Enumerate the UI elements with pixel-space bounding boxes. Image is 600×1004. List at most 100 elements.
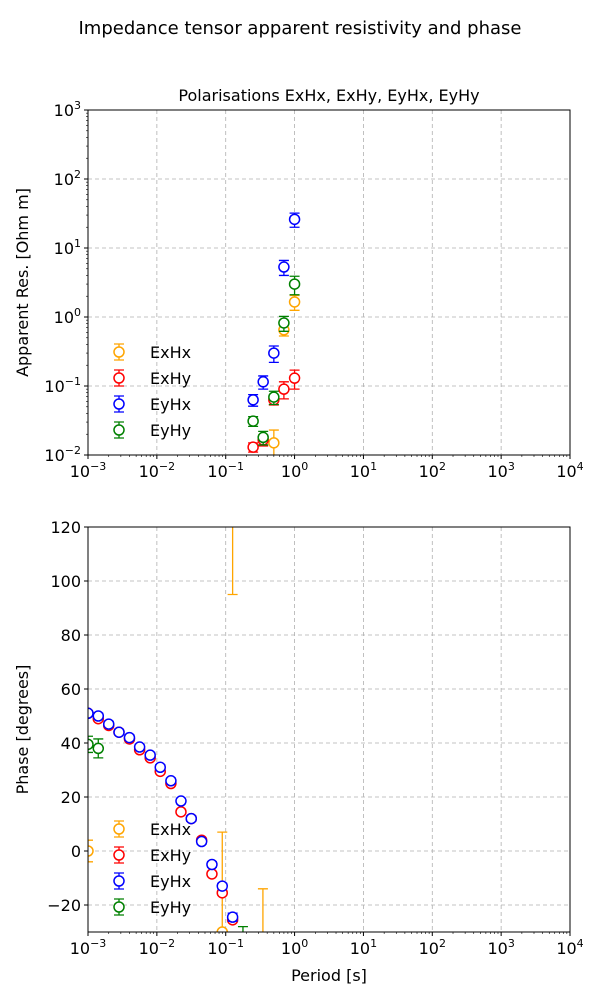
error-bar [237, 925, 248, 932]
marker [144, 749, 156, 761]
data-layer [247, 212, 301, 455]
marker [123, 731, 136, 744]
marker [278, 383, 290, 395]
x-tick-label: 10−3 [70, 460, 107, 481]
y-tick-label: 10−2 [44, 444, 81, 465]
axes-frame [87, 109, 571, 456]
marker [258, 968, 268, 978]
error-bar [227, 527, 238, 596]
y-tick-label: 120 [50, 518, 81, 537]
marker [195, 835, 208, 848]
marker [247, 394, 259, 406]
y-tick-label: 100 [54, 306, 81, 327]
x-tick-label: 102 [419, 460, 446, 481]
y-tick-label: 103 [54, 99, 81, 120]
marker [92, 710, 105, 722]
x-tick-label: 10−1 [207, 460, 244, 481]
y-tick-label: 10−1 [44, 375, 81, 396]
x-tick-label: 10−3 [70, 937, 107, 958]
x-tick-label: 103 [487, 460, 514, 481]
x-axis-label: Period [s] [291, 966, 367, 985]
y-axis-label: Apparent Res. [Ohm m] [13, 188, 32, 377]
x-tick-label: 103 [487, 937, 514, 958]
legend-label: EyHy [150, 421, 191, 440]
plot-area [88, 110, 570, 455]
marker [257, 431, 269, 444]
x-tick-label: 101 [350, 937, 377, 958]
marker [288, 296, 301, 308]
marker [268, 391, 280, 403]
x-tick-label: 104 [556, 460, 583, 481]
marker [206, 858, 218, 871]
legend-label: ExHy [150, 846, 191, 865]
legend-marker [113, 875, 125, 887]
figure-title: Impedance tensor apparent resistivity an… [78, 18, 521, 39]
y-tick-label: 20 [61, 788, 81, 807]
error-bar [257, 888, 268, 932]
marker [165, 775, 177, 787]
legend-marker [113, 901, 125, 913]
legend-marker [113, 398, 125, 410]
x-tick-label: 102 [419, 937, 446, 958]
y-tick-label: −20 [47, 896, 81, 915]
legend-marker [113, 849, 125, 861]
x-tick-label: 10−2 [139, 460, 176, 481]
y-tick-label: 0 [71, 842, 81, 861]
x-tick-label: 100 [281, 460, 308, 481]
x-tick-label: 101 [350, 460, 377, 481]
marker [268, 347, 280, 359]
x-tick-label: 10−1 [207, 937, 244, 958]
marker [268, 437, 280, 449]
error-bar [217, 831, 228, 932]
y-tick-label: 102 [54, 168, 81, 189]
marker [154, 761, 166, 774]
y-tick-label: 40 [61, 734, 81, 753]
y-tick-label: 80 [61, 626, 81, 645]
chart-title: Polarisations ExHx, ExHy, EyHx, EyHy [178, 86, 479, 105]
legend-label: ExHx [150, 343, 191, 362]
x-tick-label: 100 [281, 937, 308, 958]
marker [278, 261, 290, 273]
marker [88, 707, 94, 720]
marker [88, 845, 94, 857]
marker [92, 742, 105, 755]
legend-label: ExHx [150, 820, 191, 839]
legend-label: ExHy [150, 369, 191, 388]
marker [206, 868, 218, 880]
marker [102, 718, 115, 730]
marker [226, 911, 239, 923]
marker [288, 372, 301, 384]
legend-label: EyHx [150, 872, 191, 891]
legend-marker [113, 424, 125, 436]
x-tick-label: 104 [556, 937, 583, 958]
x-tick-label: 10−2 [139, 937, 176, 958]
marker [133, 741, 146, 753]
legend-marker [113, 372, 125, 384]
marker [247, 415, 259, 427]
marker [216, 880, 229, 892]
y-tick-label: 101 [54, 237, 81, 258]
plot-area [88, 527, 570, 932]
marker [257, 376, 269, 388]
axes: 10−3 10−2 10−1 100 101 102 103 104 −20 0 20 40 60 80 1… [13, 518, 584, 985]
axes: 10−3 10−2 10−1 100 101 102 103 10410−210−110010… [13, 86, 584, 481]
y-axis-label: Phase [degrees] [13, 665, 32, 795]
marker [216, 926, 229, 932]
marker [288, 213, 301, 226]
error-bar [88, 735, 93, 754]
y-tick-label: 60 [61, 680, 81, 699]
axes-frame [87, 526, 571, 933]
marker [238, 954, 248, 964]
marker [288, 278, 301, 290]
legend-marker [113, 823, 125, 835]
legend-label: EyHx [150, 395, 191, 414]
marker [88, 738, 94, 751]
error-bar [88, 839, 93, 863]
legend-marker [113, 346, 125, 358]
marker [247, 441, 259, 453]
marker [185, 812, 198, 825]
y-tick-label: 100 [50, 572, 81, 591]
marker [278, 317, 290, 329]
